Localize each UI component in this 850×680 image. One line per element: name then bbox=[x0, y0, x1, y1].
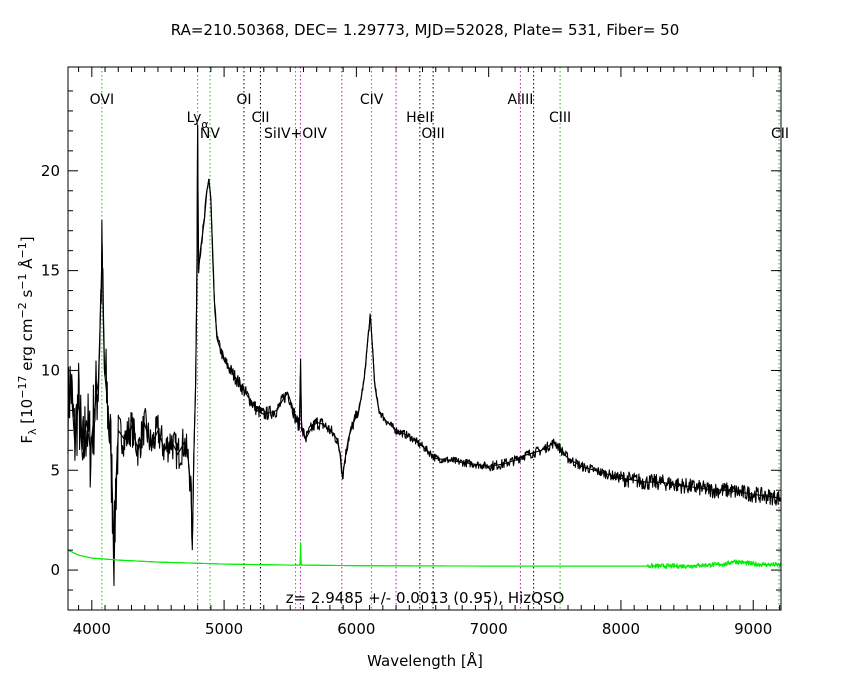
ylabel-exp2: −2 bbox=[16, 302, 29, 318]
ticks-layer: 4000 5000 6000 7000 8000 9000 0 5 10 15 20 bbox=[41, 67, 781, 638]
spectral-line-label: HeII bbox=[406, 110, 433, 126]
x-tick-label: 4000 bbox=[73, 620, 111, 638]
spectral-line-label: OIII bbox=[421, 126, 444, 142]
flux-spectrum-line bbox=[67, 124, 782, 587]
ylabel-exp3: −1 bbox=[16, 273, 29, 289]
series-layer bbox=[67, 124, 782, 587]
spectral-line-label: CIV bbox=[360, 92, 384, 108]
line-labels-layer: OVILyαNVOICIISiIV+OIVCIVHeIIOIIIAlIIICII… bbox=[90, 92, 789, 142]
ylabel-lambda: λ bbox=[26, 428, 39, 435]
x-axis-label: Wavelength [Å] bbox=[367, 651, 483, 670]
x-tick-label: 5000 bbox=[205, 620, 243, 638]
x-tick-label: 6000 bbox=[337, 620, 375, 638]
spectral-line-label: Lyα bbox=[187, 110, 209, 131]
x-tick-label: 8000 bbox=[602, 620, 640, 638]
spectral-line-label: NV bbox=[200, 126, 220, 142]
ylabel-unit: Å bbox=[17, 258, 36, 274]
spectral-line-label: CII bbox=[771, 126, 789, 142]
x-tick-label: 9000 bbox=[734, 620, 772, 638]
y-tick-label: 0 bbox=[50, 561, 60, 579]
spectral-line-label: OVI bbox=[90, 92, 114, 108]
spectral-line-label: CIII bbox=[549, 110, 571, 126]
x-tick-label: 7000 bbox=[470, 620, 508, 638]
y-tick-label: 5 bbox=[50, 461, 60, 479]
y-tick-label: 15 bbox=[41, 262, 60, 280]
ylabel-exp1: −17 bbox=[16, 376, 29, 399]
ylabel-mid1: erg cm bbox=[18, 318, 36, 375]
spectral-line-label: AlIII bbox=[507, 92, 533, 108]
ylabel-exp4: −1 bbox=[16, 242, 29, 258]
ylabel-close: ] bbox=[18, 236, 36, 242]
ylabel-f: F bbox=[18, 435, 36, 444]
y-tick-label: 20 bbox=[41, 162, 60, 180]
spectral-line-label: CII bbox=[251, 110, 269, 126]
y-tick-label: 10 bbox=[41, 361, 60, 379]
ylabel-mid2: s bbox=[18, 290, 36, 303]
redshift-annotation: z= 2.9485 +/- 0.0013 (0.95), HizQSO bbox=[286, 589, 565, 607]
y-axis-label: Fλ [10−17 erg cm−2 s−1 Å−1] bbox=[16, 236, 39, 443]
plot-frame bbox=[67, 66, 782, 611]
spectral-line-label: SiIV+OIV bbox=[264, 126, 327, 142]
spectral-line-label: OI bbox=[236, 92, 251, 108]
chart-title: RA=210.50368, DEC= 1.29773, MJD=52028, P… bbox=[171, 21, 680, 39]
spectral-lines-layer bbox=[101, 67, 780, 610]
flux-spectrum-envelope bbox=[67, 124, 782, 559]
ylabel-open: [10 bbox=[18, 399, 36, 429]
error-spectrum-envelope bbox=[67, 542, 782, 567]
